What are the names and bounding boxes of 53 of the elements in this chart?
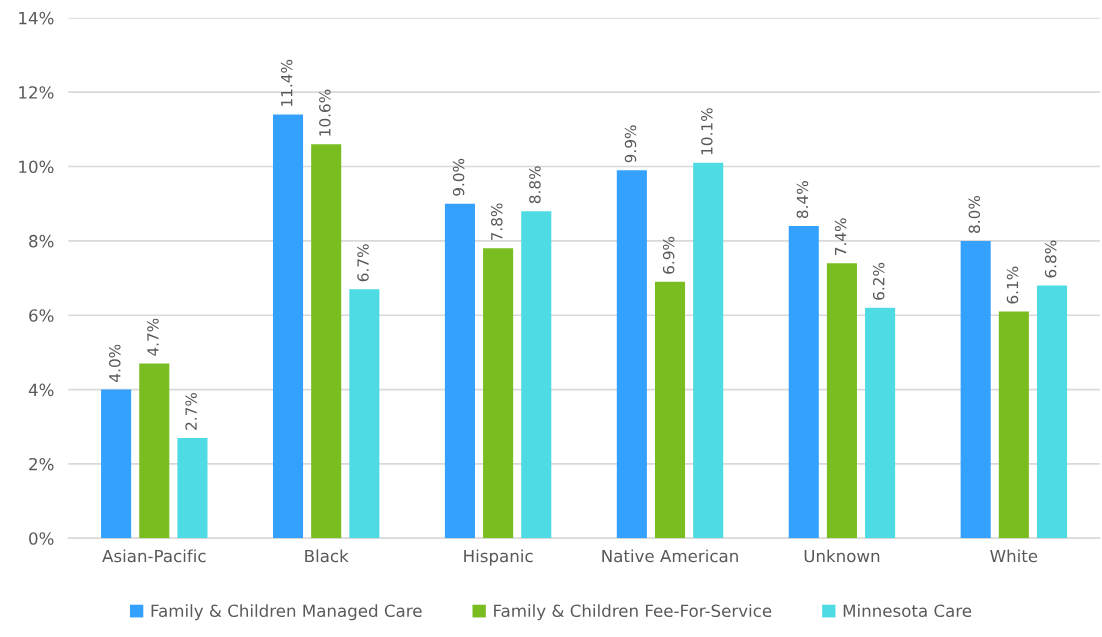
data-label: 6.1% <box>1006 266 1019 304</box>
y-tick-label: 6% <box>29 309 54 322</box>
data-label: 7.8% <box>490 203 503 241</box>
data-label: 7.4% <box>834 218 847 255</box>
y-tick-label: 4% <box>28 383 54 397</box>
data-label: 9.9% <box>624 125 637 163</box>
bar <box>788 226 819 539</box>
x-tick-label: Hispanic <box>464 549 533 566</box>
bar <box>349 289 380 539</box>
data-label: 8.4% <box>796 181 809 219</box>
bar <box>616 170 647 539</box>
data-label: 6.2% <box>872 262 885 300</box>
data-label: 8.8% <box>529 166 541 204</box>
bar <box>444 203 475 539</box>
bar <box>693 162 724 539</box>
y-tick-label: 10% <box>19 160 54 174</box>
legend-label: Family & Children Managed Care <box>151 604 422 621</box>
data-label: 11.4% <box>280 59 293 106</box>
x-tick-label: White <box>990 549 1038 563</box>
bar <box>272 114 304 539</box>
bar <box>960 240 991 539</box>
bar <box>101 389 132 539</box>
bar <box>177 437 208 539</box>
y-tick-label: 2% <box>29 457 54 471</box>
legend-label: Minnesota Care <box>843 604 972 618</box>
data-label: 4.0% <box>108 344 121 382</box>
bar <box>865 307 896 539</box>
data-label: 8.0% <box>968 195 981 233</box>
data-label: 10.6% <box>319 89 331 136</box>
y-tick-label: 8% <box>29 234 54 248</box>
data-label: 4.7% <box>147 318 159 356</box>
data-label: 6.9% <box>662 236 675 274</box>
legend-label: Family & Children Fee-For-Service <box>494 604 772 621</box>
x-tick-label: Unknown <box>804 549 880 563</box>
data-label: 6.8% <box>1044 240 1057 278</box>
y-tick-label: 0% <box>29 532 54 545</box>
bar <box>1036 285 1068 539</box>
bar <box>483 248 514 539</box>
bar <box>654 281 686 539</box>
y-tick-label: 14% <box>19 11 54 25</box>
data-label: 9.0% <box>452 158 465 196</box>
x-tick-label: Asian-Pacific <box>102 549 206 563</box>
bar <box>311 144 342 539</box>
data-label: 2.7% <box>185 392 197 430</box>
bar <box>521 211 552 539</box>
x-tick-label: Native American <box>602 549 738 563</box>
bar <box>139 363 170 539</box>
x-tick-label: Black <box>305 549 349 563</box>
data-label: 10.1% <box>701 108 713 155</box>
bar <box>826 263 857 539</box>
data-label: 6.7% <box>357 244 369 282</box>
bar <box>998 311 1029 539</box>
y-tick-label: 12% <box>19 86 54 99</box>
